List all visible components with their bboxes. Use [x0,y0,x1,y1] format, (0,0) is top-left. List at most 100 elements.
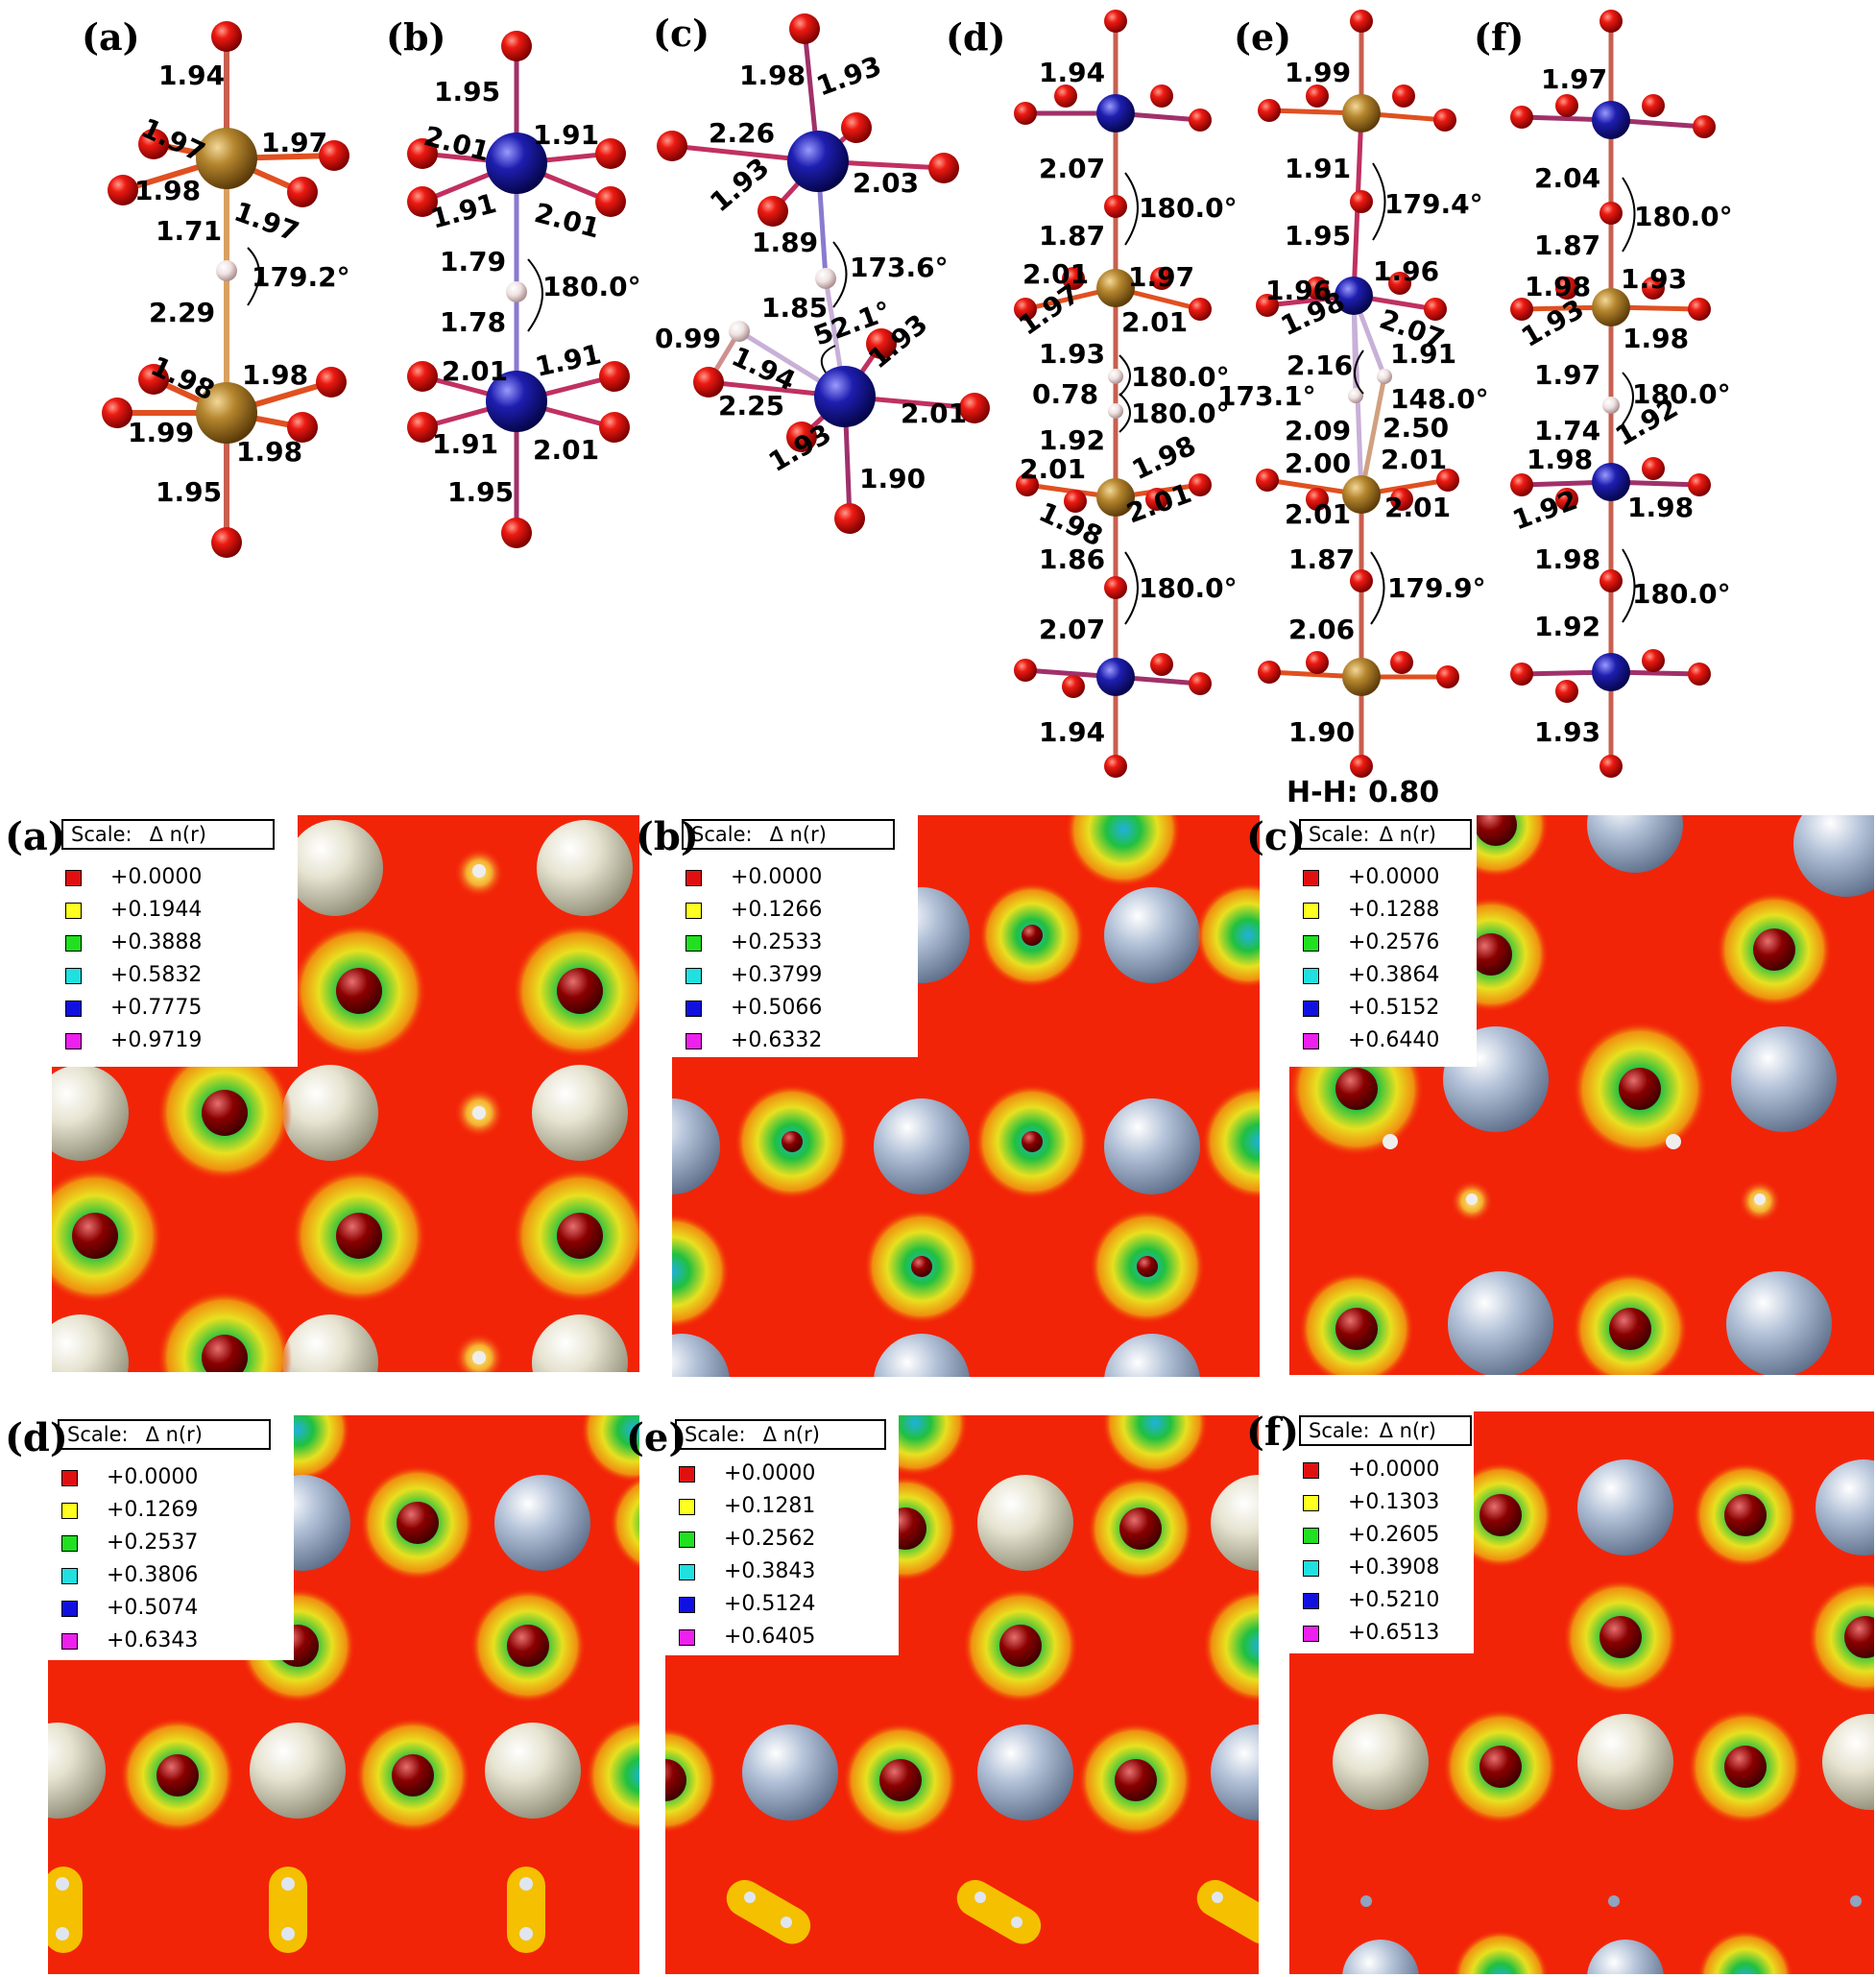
legend-item: +0.0000 [61,1463,198,1492]
bond-label: 1.98 [1627,492,1694,523]
density-map-d: Scale: Δ n(r) +0.0000 +0.1269 +0.2537 +0.… [48,1415,639,1974]
bond-label: 1.91 [533,338,604,383]
legend-item: +0.5074 [61,1594,198,1623]
legend-item: +0.0000 [65,863,202,892]
legend: Scale: Δ n(r) +0.0000 +0.1266 +0.2533 +0.… [672,815,918,1057]
legend: Scale: Δ n(r) +0.0000 +0.1281 +0.2562 +0.… [665,1415,899,1655]
legend-item: +0.9719 [65,1026,202,1055]
bond-angle-label: 173.6° [850,252,949,283]
panel-f-structure: (f) 1.97 2.04 180.0° 1.87 1.98 [1474,10,1733,778]
bond-label: 2.01 [1122,477,1195,530]
legend-item: +0.5066 [685,994,822,1023]
bond-label: 1.98 [1527,444,1593,475]
map-label-e: (e) [626,1415,687,1460]
bond-label: 1.98 [1525,271,1591,302]
bond-label: 1.94 [1039,57,1105,88]
bond-label: 2.01 [533,434,599,466]
legend-title: Scale: Δ n(r) [1299,1415,1472,1446]
bond-label: 2.01 [1020,453,1086,485]
bond-label: 1.79 [440,246,506,277]
legend-item: +0.3888 [65,928,202,957]
bond-angle-label: 180.0° [1632,578,1731,610]
legend-item: +0.6332 [685,1026,822,1055]
bond-label: 1.90 [1288,716,1355,748]
bond-label: 1.97 [1128,261,1194,293]
bond-label: 2.01 [1022,258,1089,290]
bond-angle-label: 180.0° [1131,361,1230,393]
bond-label: 1.85 [761,292,828,324]
bond-label: 1.97 [136,111,210,168]
bond-label: 1.99 [128,417,194,448]
h-h-distance-note: H-H: 0.80 [1287,776,1439,807]
bond-label: 2.29 [149,297,215,328]
bond-label: 1.95 [447,476,514,508]
legend-item: +0.0000 [1303,863,1439,892]
bond-label: 2.26 [709,117,775,149]
bond-label: 1.96 [1373,255,1439,287]
bond-label: 1.78 [440,306,506,338]
bond-label: 1.98 [146,350,220,406]
legend-item: +0.5210 [1303,1586,1439,1615]
legend-item: +0.1266 [685,896,822,925]
bond-label: 1.91 [1390,338,1456,370]
bond-angle-label: 179.4° [1384,188,1483,220]
bond-label: 1.95 [1285,220,1351,252]
bond-label: 1.87 [1288,543,1355,575]
bond-label: 0.78 [1032,378,1098,410]
density-map-a: Scale: Δ n(r) +0.0000 +0.1944 +0.3888 +0.… [52,815,639,1372]
map-label-f: (f) [1246,1410,1300,1455]
bond-angle-label: 180.0° [1139,572,1238,604]
bond-label: 1.93 [812,50,885,103]
bond-label: 2.01 [531,197,603,245]
legend-item: +0.3806 [61,1561,198,1590]
legend-item: +0.2537 [61,1529,198,1557]
bond-label: 1.89 [752,227,818,258]
density-map-c: Scale: Δ n(r) +0.0000 +0.1288 +0.2576 +0.… [1289,815,1874,1375]
bond-angle-label: 173.1° [1217,380,1316,412]
legend-item: +0.1303 [1303,1488,1439,1517]
legend-title: Scale: Δ n(r) [58,1419,271,1450]
panel-a-structure: (a) 1.94 1.97 1.97 1.98 1.97 1.71 179.2°… [82,15,350,558]
bond-angle-label: 180.0° [1632,378,1731,410]
density-map-b: Scale: Δ n(r) +0.0000 +0.1266 +0.2533 +0.… [672,815,1260,1377]
bond-label: 1.98 [739,60,806,91]
bond-label: 2.01 [1285,498,1351,530]
bond-label: 1.92 [1534,611,1600,642]
legend-item: +0.3908 [1303,1554,1439,1582]
bond-label: 1.98 [236,436,302,468]
bond-label: 2.50 [1383,412,1449,444]
bond-label: 2.07 [1039,614,1105,645]
bond-label: 1.87 [1534,229,1600,261]
bond-label: 1.91 [432,428,498,460]
bond-label: 1.94 [1039,716,1105,748]
bond-label: 1.95 [434,76,500,108]
legend-item: +0.0000 [679,1459,815,1488]
legend-item: +0.5152 [1303,994,1439,1023]
panel-label-b: (b) [386,15,446,59]
bond-label: 1.90 [859,463,926,494]
bond-label: 2.16 [1287,350,1353,381]
bond-label: 1.98 [242,359,308,391]
bond-angle-label: 180.0° [1139,192,1238,224]
legend-title: Scale: Δ n(r) [61,819,275,850]
bond-label: 1.98 [1534,543,1600,575]
legend-item: +0.6513 [1303,1619,1439,1648]
bond-label: 2.25 [718,390,784,422]
legend-title: Scale: Δ n(r) [675,1419,886,1450]
bond-label: 2.07 [1039,153,1105,184]
bond-label: 1.93 [1621,263,1687,295]
bond-label: 2.01 [901,398,967,429]
bond-label: 1.98 [1623,323,1689,354]
density-map-f: Scale: Δ n(r) +0.0000 +0.1303 +0.2605 +0.… [1289,1411,1874,1974]
bond-label: 1.92 [1039,424,1105,456]
legend-item: +0.1281 [679,1492,815,1521]
legend-item: +0.2605 [1303,1521,1439,1550]
legend-item: +0.2576 [1303,928,1439,957]
legend-item: +0.6343 [61,1627,198,1655]
panel-d-structure: (d) 1.94 2.07 180.0° 1.87 [946,10,1238,778]
legend-item: +0.0000 [1303,1456,1439,1484]
legend-item: +0.6405 [679,1623,815,1652]
panel-e-structure: (e) [1217,10,1489,807]
bond-label: 1.71 [156,215,222,247]
legend-item: +0.7775 [65,994,202,1023]
